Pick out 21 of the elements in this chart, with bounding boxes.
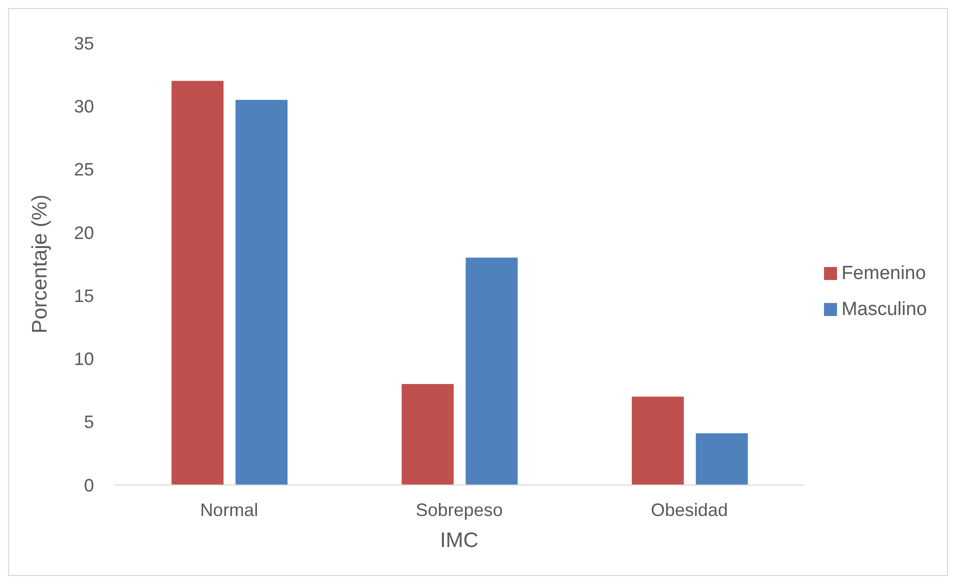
bar [696,433,748,485]
bar [632,396,684,485]
x-tick-label: Normal [200,500,258,520]
y-tick-label: 0 [84,475,94,496]
y-tick-label: 15 [74,286,94,306]
y-tick-label: 35 [74,33,94,54]
bar [236,100,288,485]
y-tick-label: 30 [74,96,94,117]
y-tick-label: 5 [84,412,94,432]
y-tick-label: 20 [74,222,94,243]
y-tick-label: 10 [74,349,94,370]
x-axis-title: IMC [440,529,478,552]
legend-label: Femenino [841,263,926,284]
y-tick-label: 25 [74,160,94,180]
bar [402,384,454,485]
y-axis-title: Porcentaje (%) [28,194,52,334]
bar [466,258,518,485]
bar [172,80,224,485]
legend-label: Masculino [841,299,927,320]
x-tick-label: Sobrepeso [416,500,503,520]
x-tick-label: Obesidad [650,500,728,520]
